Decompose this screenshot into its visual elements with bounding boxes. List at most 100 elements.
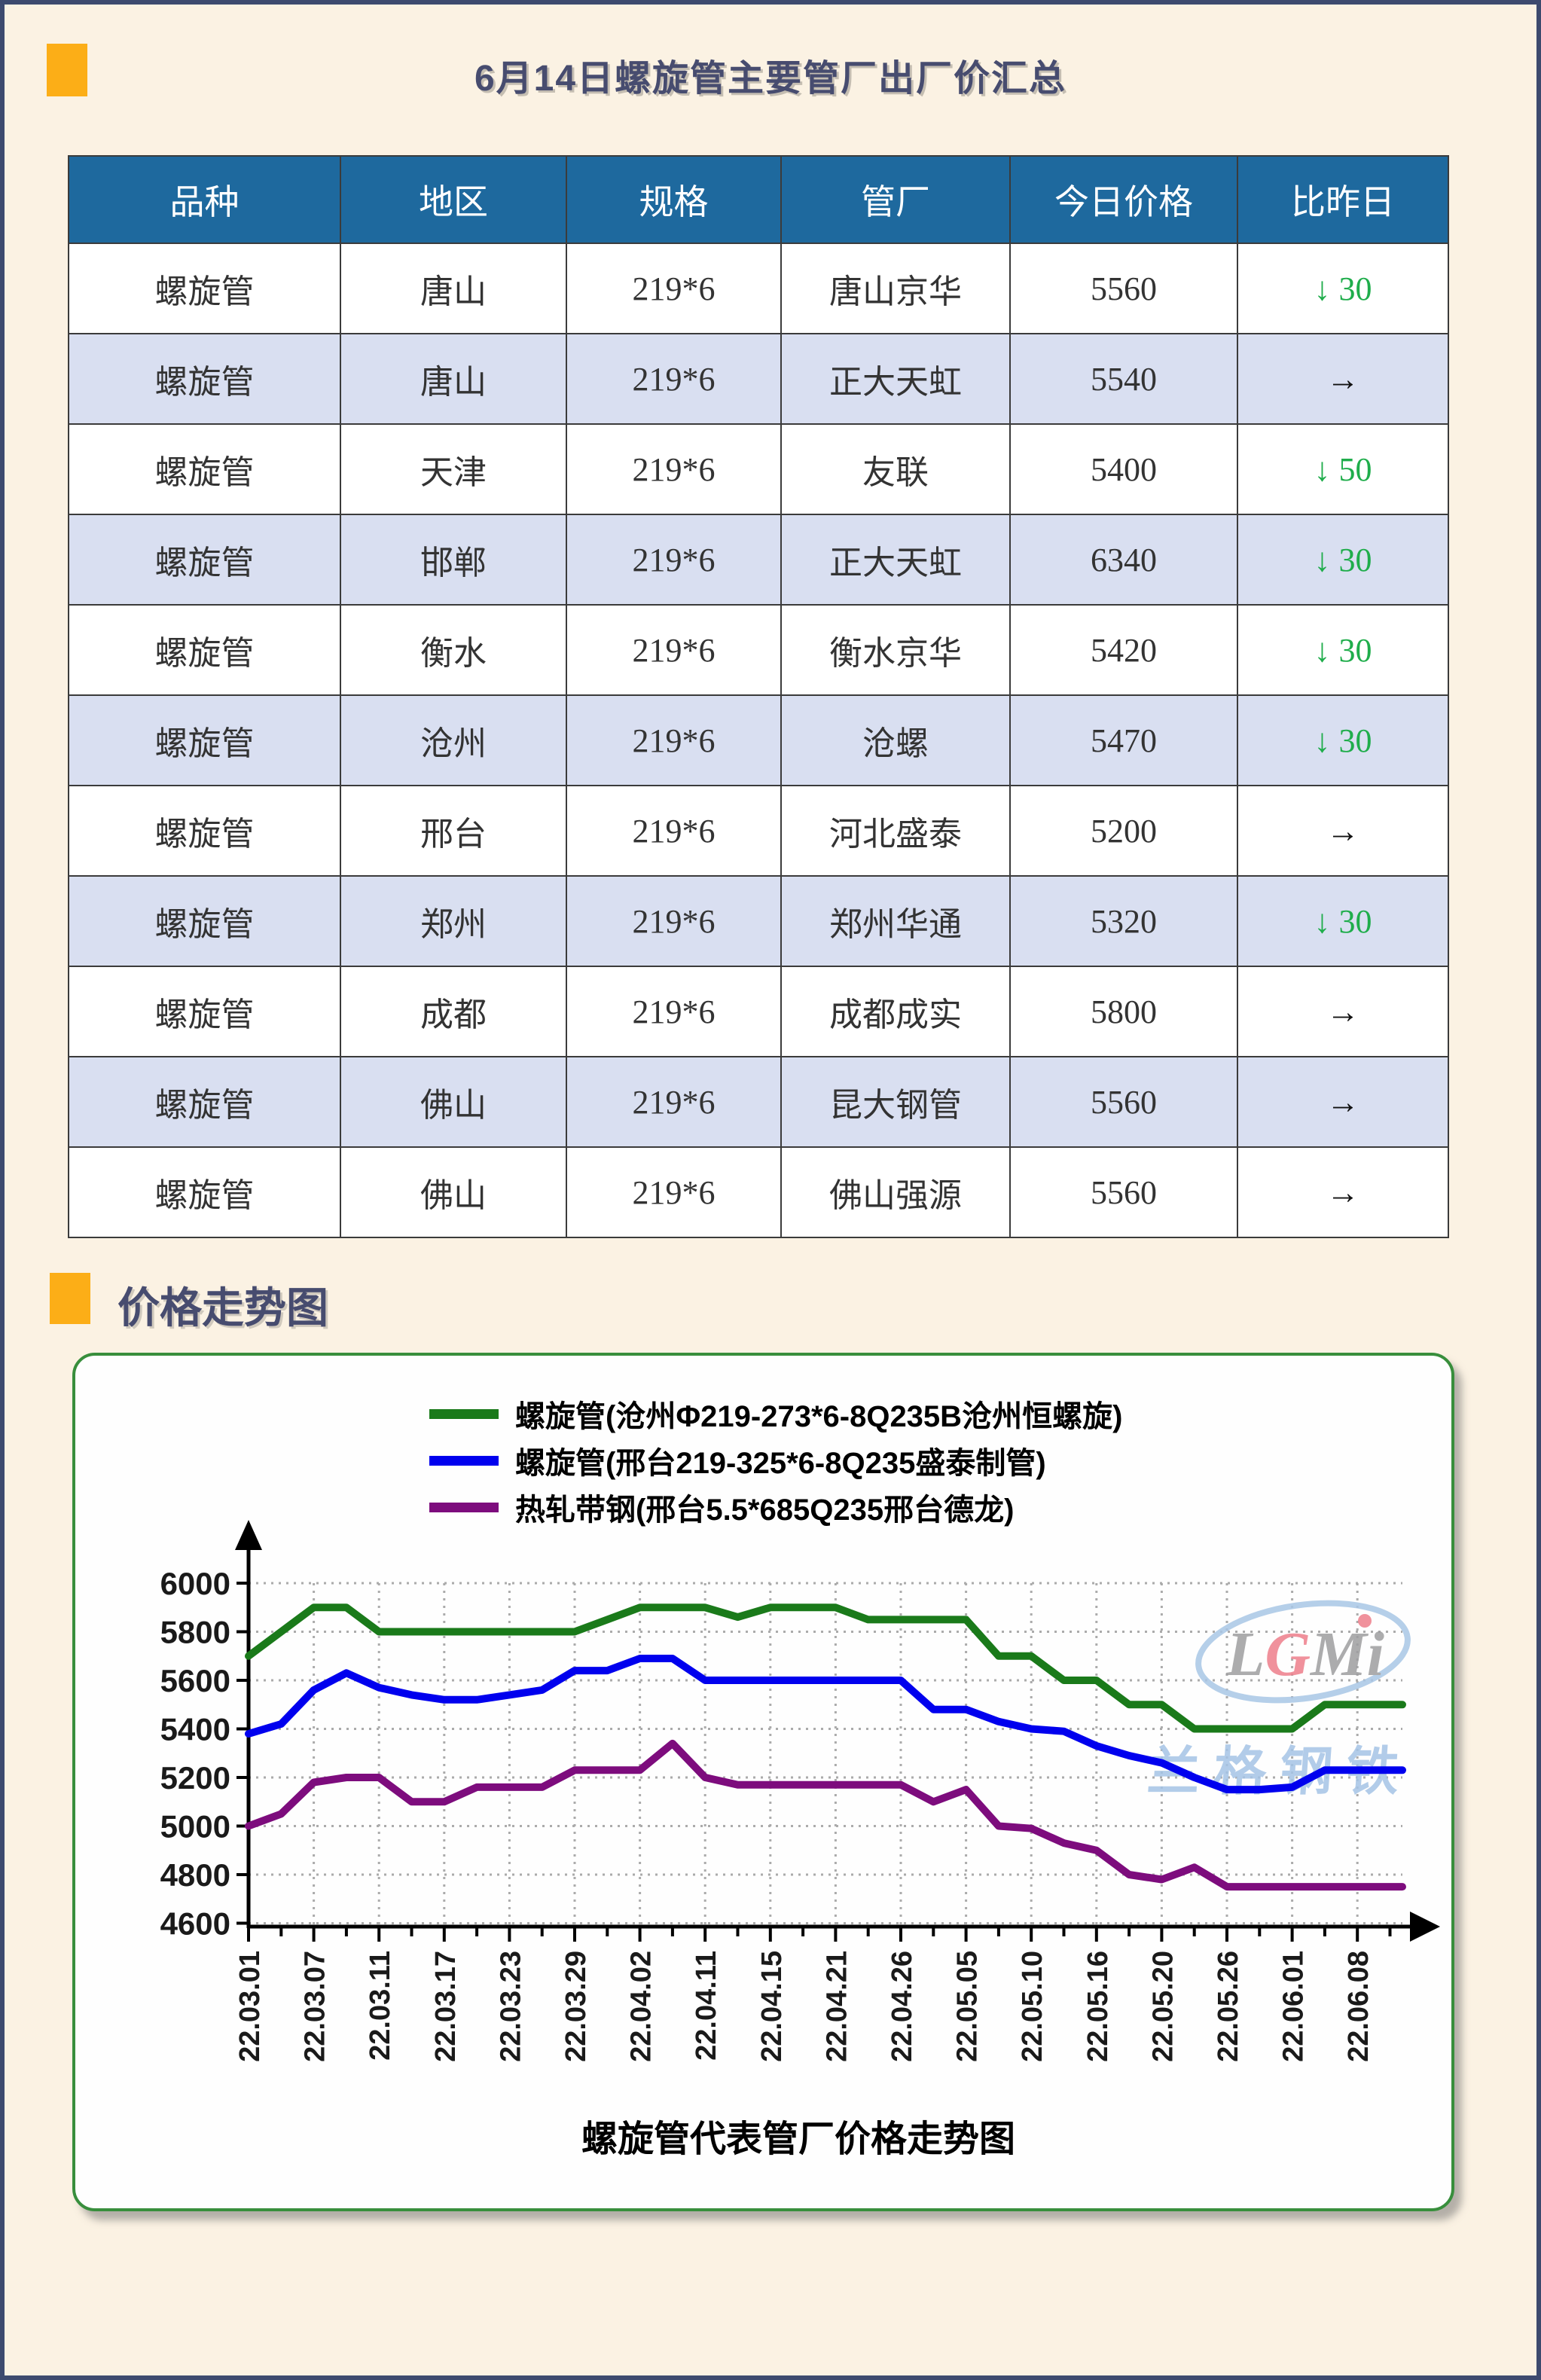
cell-spec: 219*6: [566, 1056, 782, 1148]
x-axis-tick-label: 22.05.26: [1213, 1951, 1244, 2062]
cell-spec: 219*6: [566, 785, 782, 877]
cell-variety: 螺旋管: [68, 514, 341, 606]
series-line: [245, 1655, 1406, 1794]
cell-variety: 螺旋管: [68, 694, 341, 786]
x-axis-tick-label: 22.04.11: [691, 1951, 722, 2061]
price-table: 品种 地区 规格 管厂 今日价格 比昨日 螺旋管 唐山 219*6 唐山京华 5560 ↓ 30 螺旋…: [68, 155, 1449, 1238]
y-axis-tick-label: 4800: [160, 1857, 230, 1893]
cell-change: →: [1237, 785, 1449, 877]
legend-item: 螺旋管(邢台219-325*6-8Q235盛泰制管): [429, 1437, 1122, 1484]
table-row: 螺旋管 佛山 219*6 昆大钢管 5560 →: [68, 1056, 1449, 1148]
cell-factory: 沧螺: [780, 694, 1011, 786]
cell-variety: 螺旋管: [68, 333, 341, 425]
flat-arrow-icon: →: [1326, 812, 1359, 850]
cell-region: 衡水: [340, 604, 567, 696]
legend-line-swatch-purple: [429, 1502, 499, 1512]
cell-change: →: [1237, 966, 1449, 1057]
cell-spec: 219*6: [566, 604, 782, 696]
cell-region: 唐山: [340, 333, 567, 425]
table-row: 螺旋管 天津 219*6 友联 5400 ↓ 50: [68, 423, 1449, 515]
y-axis-tick-label: 5200: [160, 1760, 230, 1796]
cell-variety: 螺旋管: [68, 243, 341, 334]
column-header: 地区: [340, 155, 567, 244]
down-arrow-icon: ↓ 50: [1314, 450, 1372, 488]
table-row: 螺旋管 成都 219*6 成都成实 5800 →: [68, 966, 1449, 1057]
cell-spec: 219*6: [566, 243, 782, 334]
section-bullet-square: [50, 1273, 90, 1324]
table-row: 螺旋管 邢台 219*6 河北盛泰 5200 →: [68, 785, 1449, 877]
x-axis-tick-label: 22.03.23: [495, 1951, 526, 2062]
x-axis-tick-label: 22.04.15: [756, 1951, 788, 2062]
y-axis-tick-label: 5400: [160, 1712, 230, 1747]
x-axis-tick-label: 22.06.01: [1278, 1951, 1310, 2062]
price-table-body: 螺旋管 唐山 219*6 唐山京华 5560 ↓ 30 螺旋管 唐山 219*6 正大天虹 5540…: [68, 243, 1449, 1238]
cell-factory: 衡水京华: [780, 604, 1011, 696]
title-bullet-square: [47, 44, 87, 96]
cell-spec: 219*6: [566, 423, 782, 515]
x-axis-tick-label: 22.03.17: [430, 1951, 462, 2062]
section-title: 价格走势图: [117, 1284, 328, 1332]
x-axis-tick-label: 22.03.01: [234, 1951, 266, 2062]
price-table-header: 品种 地区 规格 管厂 今日价格 比昨日: [68, 155, 1449, 244]
column-header: 今日价格: [1009, 155, 1238, 244]
flat-arrow-icon: →: [1326, 360, 1359, 398]
cell-price: 5540: [1009, 333, 1238, 425]
flat-arrow-icon: →: [1326, 993, 1359, 1030]
cell-variety: 螺旋管: [68, 966, 341, 1057]
table-row: 螺旋管 衡水 219*6 衡水京华 5420 ↓ 30: [68, 604, 1449, 696]
x-axis-tick-label: 22.03.29: [560, 1951, 592, 2062]
table-row: 螺旋管 沧州 219*6 沧螺 5470 ↓ 30: [68, 694, 1449, 786]
cell-region: 成都: [340, 966, 567, 1057]
cell-region: 佛山: [340, 1056, 567, 1148]
cell-factory: 正大天虹: [780, 333, 1011, 425]
cell-price: 5320: [1009, 875, 1238, 967]
y-axis-tick-label: 4600: [160, 1906, 230, 1942]
cell-change: →: [1237, 1146, 1449, 1238]
x-axis-tick-label: 22.04.02: [626, 1951, 658, 2062]
cell-factory: 唐山京华: [780, 243, 1011, 334]
legend-item: 热轧带钢(邢台5.5*685Q235邢台德龙): [429, 1484, 1122, 1530]
x-axis-tick-label: 22.04.26: [886, 1951, 918, 2062]
down-arrow-icon: ↓ 30: [1314, 722, 1372, 759]
cell-spec: 219*6: [566, 966, 782, 1057]
series-line: [245, 1739, 1406, 1891]
cell-region: 邯郸: [340, 514, 567, 606]
page-title: 6月14日螺旋管主要管厂出厂价汇总: [474, 59, 1067, 99]
cell-price: 5400: [1009, 423, 1238, 515]
cell-factory: 河北盛泰: [780, 785, 1011, 877]
chart-legend: 螺旋管(沧州Φ219-273*6-8Q235B沧州恒螺旋) 螺旋管(邢台219-…: [429, 1390, 1122, 1530]
x-axis-tick-label: 22.05.20: [1147, 1951, 1179, 2062]
column-header: 规格: [566, 155, 782, 244]
table-row: 螺旋管 邯郸 219*6 正大天虹 6340 ↓ 30: [68, 514, 1449, 606]
cell-spec: 219*6: [566, 694, 782, 786]
cell-variety: 螺旋管: [68, 785, 341, 877]
cell-spec: 219*6: [566, 514, 782, 606]
cell-factory: 昆大钢管: [780, 1056, 1011, 1148]
column-header: 比昨日: [1237, 155, 1449, 244]
cell-change: ↓ 30: [1237, 604, 1449, 696]
x-axis-tick-label: 22.05.16: [1082, 1951, 1114, 2062]
column-header: 品种: [68, 155, 341, 244]
table-row: 螺旋管 郑州 219*6 郑州华通 5320 ↓ 30: [68, 875, 1449, 967]
x-axis-tick-label: 22.04.21: [821, 1951, 853, 2062]
cell-change: ↓ 30: [1237, 243, 1449, 334]
table-row: 螺旋管 唐山 219*6 唐山京华 5560 ↓ 30: [68, 243, 1449, 334]
cell-variety: 螺旋管: [68, 423, 341, 515]
cell-region: 邢台: [340, 785, 567, 877]
cell-price: 5200: [1009, 785, 1238, 877]
flat-arrow-icon: →: [1326, 1173, 1359, 1211]
cell-change: ↓ 30: [1237, 875, 1449, 967]
cell-variety: 螺旋管: [68, 875, 341, 967]
cell-price: 5560: [1009, 243, 1238, 334]
down-arrow-icon: ↓ 30: [1314, 270, 1372, 307]
cell-spec: 219*6: [566, 875, 782, 967]
y-axis-tick-label: 5000: [160, 1809, 230, 1844]
cell-factory: 友联: [780, 423, 1011, 515]
legend-label: 热轧带钢(邢台5.5*685Q235邢台德龙): [515, 1494, 1015, 1527]
cell-spec: 219*6: [566, 1146, 782, 1238]
cell-change: →: [1237, 333, 1449, 425]
cell-price: 5560: [1009, 1146, 1238, 1238]
cell-region: 佛山: [340, 1146, 567, 1238]
table-row: 螺旋管 佛山 219*6 佛山强源 5560 →: [68, 1146, 1449, 1238]
legend-item: 螺旋管(沧州Φ219-273*6-8Q235B沧州恒螺旋): [429, 1390, 1122, 1437]
